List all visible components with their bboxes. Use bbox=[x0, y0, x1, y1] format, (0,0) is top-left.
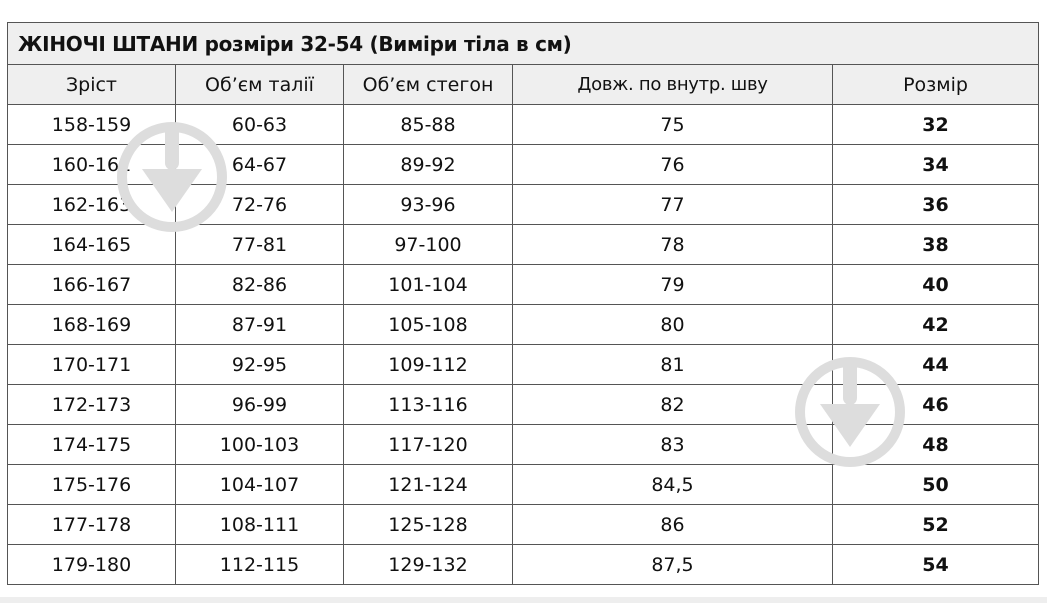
cell-size: 50 bbox=[831, 464, 1040, 505]
cell-hips: 117-120 bbox=[343, 424, 513, 465]
table-row: 170-171 92-95 109-112 81 44 bbox=[7, 344, 1040, 385]
cell-inseam: 77 bbox=[512, 184, 833, 225]
cell-size: 48 bbox=[831, 424, 1040, 465]
cell-hips: 109-112 bbox=[343, 344, 513, 385]
cell-waist: 72-76 bbox=[175, 184, 344, 225]
table-row: 177-178 108-111 125-128 86 52 bbox=[7, 504, 1040, 545]
bottom-strip bbox=[0, 597, 1047, 603]
cell-hips: 85-88 bbox=[343, 104, 513, 145]
cell-height: 158-159 bbox=[7, 104, 176, 145]
cell-size: 44 bbox=[831, 344, 1040, 385]
cell-height: 172-173 bbox=[7, 384, 176, 425]
cell-height: 164-165 bbox=[7, 224, 176, 265]
table-row: 160-161 64-67 89-92 76 34 bbox=[7, 144, 1040, 185]
cell-waist: 108-111 bbox=[175, 504, 344, 545]
column-header-hips: Об’єм стегон bbox=[343, 64, 513, 105]
cell-hips: 97-100 bbox=[343, 224, 513, 265]
table-row: 166-167 82-86 101-104 79 40 bbox=[7, 264, 1040, 305]
cell-inseam: 87,5 bbox=[512, 544, 833, 585]
cell-size: 46 bbox=[831, 384, 1040, 425]
cell-hips: 125-128 bbox=[343, 504, 513, 545]
column-header-inseam: Довж. по внутр. шву bbox=[512, 64, 833, 105]
cell-height: 177-178 bbox=[7, 504, 176, 545]
cell-hips: 129-132 bbox=[343, 544, 513, 585]
table-title: ЖІНОЧІ ШТАНИ розміри 32-54 (Виміри тіла … bbox=[6, 22, 1040, 65]
table-row: 172-173 96-99 113-116 82 46 bbox=[7, 384, 1040, 425]
cell-inseam: 81 bbox=[512, 344, 833, 385]
cell-waist: 82-86 bbox=[175, 264, 344, 305]
table-row: 175-176 104-107 121-124 84,5 50 bbox=[7, 464, 1040, 505]
table-row: 164-165 77-81 97-100 78 38 bbox=[7, 224, 1040, 265]
cell-height: 175-176 bbox=[7, 464, 176, 505]
table-row: 174-175 100-103 117-120 83 48 bbox=[7, 424, 1040, 465]
cell-size: 36 bbox=[831, 184, 1040, 225]
cell-inseam: 80 bbox=[512, 304, 833, 345]
cell-size: 52 bbox=[831, 504, 1040, 545]
column-header-height: Зріст bbox=[7, 64, 176, 105]
cell-waist: 92-95 bbox=[175, 344, 344, 385]
cell-height: 166-167 bbox=[7, 264, 176, 305]
cell-hips: 105-108 bbox=[343, 304, 513, 345]
cell-size: 32 bbox=[831, 104, 1040, 145]
cell-waist: 112-115 bbox=[175, 544, 344, 585]
column-header-size: Розмір bbox=[831, 64, 1040, 105]
cell-hips: 101-104 bbox=[343, 264, 513, 305]
cell-waist: 60-63 bbox=[175, 104, 344, 145]
cell-height: 168-169 bbox=[7, 304, 176, 345]
table-row: 162-163 72-76 93-96 77 36 bbox=[7, 184, 1040, 225]
cell-inseam: 75 bbox=[512, 104, 833, 145]
cell-size: 40 bbox=[831, 264, 1040, 305]
cell-size: 34 bbox=[831, 144, 1040, 185]
cell-waist: 100-103 bbox=[175, 424, 344, 465]
cell-waist: 77-81 bbox=[175, 224, 344, 265]
cell-inseam: 82 bbox=[512, 384, 833, 425]
cell-hips: 113-116 bbox=[343, 384, 513, 425]
table-row: 158-159 60-63 85-88 75 32 bbox=[7, 104, 1040, 145]
cell-size: 42 bbox=[831, 304, 1040, 345]
cell-waist: 104-107 bbox=[175, 464, 344, 505]
cell-waist: 64-67 bbox=[175, 144, 344, 185]
cell-inseam: 79 bbox=[512, 264, 833, 305]
cell-height: 160-161 bbox=[7, 144, 176, 185]
cell-size: 38 bbox=[831, 224, 1040, 265]
cell-inseam: 78 bbox=[512, 224, 833, 265]
cell-inseam: 86 bbox=[512, 504, 833, 545]
cell-hips: 89-92 bbox=[343, 144, 513, 185]
column-header-waist: Об’єм талії bbox=[175, 64, 344, 105]
size-chart-table: ЖІНОЧІ ШТАНИ розміри 32-54 (Виміри тіла … bbox=[6, 22, 1040, 585]
cell-inseam: 76 bbox=[512, 144, 833, 185]
cell-height: 170-171 bbox=[7, 344, 176, 385]
cell-inseam: 83 bbox=[512, 424, 833, 465]
cell-waist: 96-99 bbox=[175, 384, 344, 425]
table-row: 168-169 87-91 105-108 80 42 bbox=[7, 304, 1040, 345]
cell-height: 179-180 bbox=[7, 544, 176, 585]
cell-inseam: 84,5 bbox=[512, 464, 833, 505]
table-row: 179-180 112-115 129-132 87,5 54 bbox=[7, 544, 1040, 585]
cell-waist: 87-91 bbox=[175, 304, 344, 345]
header-row: Зріст Об’єм талії Об’єм стегон Довж. по … bbox=[7, 64, 1040, 105]
cell-hips: 93-96 bbox=[343, 184, 513, 225]
cell-height: 174-175 bbox=[7, 424, 176, 465]
cell-height: 162-163 bbox=[7, 184, 176, 225]
cell-hips: 121-124 bbox=[343, 464, 513, 505]
cell-size: 54 bbox=[831, 544, 1040, 585]
